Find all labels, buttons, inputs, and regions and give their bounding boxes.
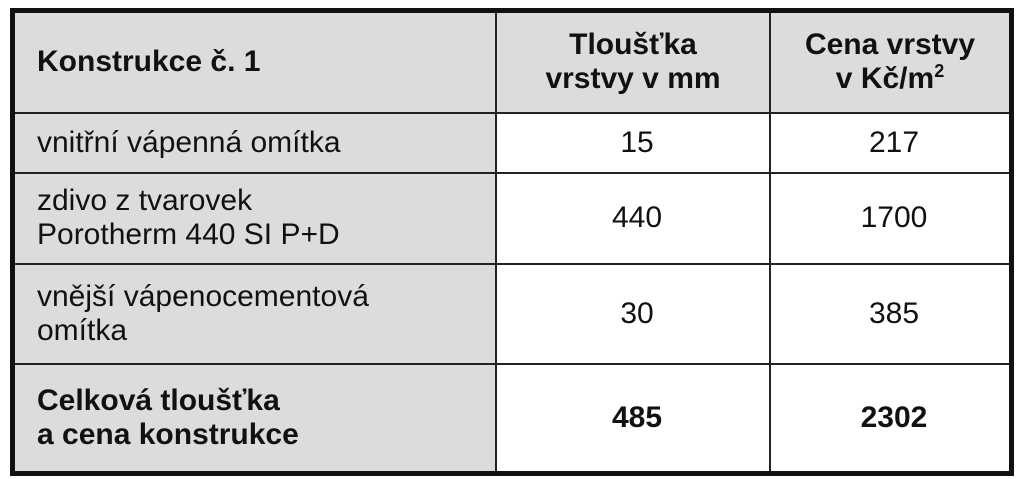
total-label: Celková tloušťka a cena konstrukce: [11, 362, 497, 475]
table-row: vnější vápenocementová omítka 30 385: [11, 262, 1013, 365]
header-price-sup: 2: [934, 61, 945, 82]
header-price-line1: Cena vrstvy: [804, 28, 976, 62]
header-row: Konstrukce č. 1 Tloušťka vrstvy v mm Cena…: [11, 9, 1013, 114]
total-label-line1: Celková tloušťka: [37, 383, 280, 417]
total-row: Celková tloušťka a cena konstrukce 485 23…: [11, 362, 1013, 475]
layer-thickness: 15: [495, 111, 771, 174]
table-row: vnitřní vápenná omítka 15 217: [11, 111, 1013, 174]
header-construction-text: Konstrukce č. 1: [37, 45, 261, 79]
layer-name-line1: vnitřní vápenná omítka: [37, 125, 341, 159]
header-price-line2: v Kč/m: [835, 62, 935, 96]
construction-table: Konstrukce č. 1 Tloušťka vrstvy v mm Cena…: [10, 8, 1014, 476]
header-construction: Konstrukce č. 1: [11, 9, 497, 114]
layer-name: vnější vápenocementová omítka: [11, 262, 497, 365]
total-label-line2: a cena konstrukce: [37, 417, 299, 451]
layer-price: 385: [769, 262, 1013, 365]
total-price: 2302: [769, 362, 1013, 475]
header-price: Cena vrstvy v Kč/m2: [769, 9, 1013, 114]
layer-name: vnitřní vápenná omítka: [11, 111, 497, 174]
layer-name-line2: omítka: [37, 313, 128, 347]
layer-name: zdivo z tvarovek Porotherm 440 SI P+D: [11, 171, 497, 265]
layer-price: 1700: [769, 171, 1013, 265]
layer-thickness: 440: [495, 171, 771, 265]
table-row: zdivo z tvarovek Porotherm 440 SI P+D 440…: [11, 171, 1013, 265]
layer-thickness: 30: [495, 262, 771, 365]
total-thickness: 485: [495, 362, 771, 475]
layer-name-line2: Porotherm 440 SI P+D: [37, 218, 340, 251]
layer-price: 217: [769, 111, 1013, 174]
layer-name-line1: zdivo z tvarovek: [37, 184, 253, 217]
header-thickness: Tloušťka vrstvy v mm: [495, 9, 771, 114]
header-thickness-line1: Tloušťka: [569, 28, 697, 62]
layer-name-line1: vnější vápenocementová: [37, 279, 369, 313]
header-thickness-line2: vrstvy v mm: [545, 62, 721, 96]
